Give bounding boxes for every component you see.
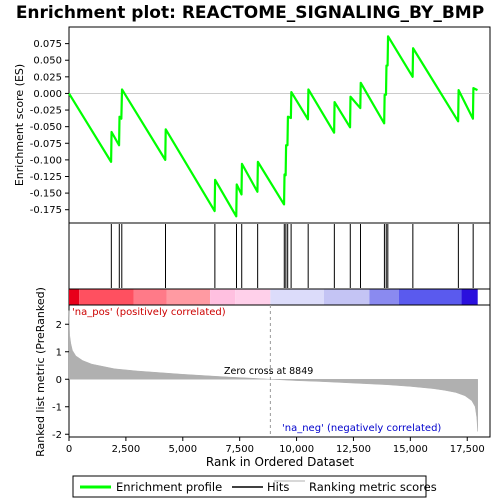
metric-ytick-label: -2 bbox=[52, 430, 62, 441]
x-tick-label: 2,500 bbox=[112, 444, 141, 455]
legend-hits-label: Hits bbox=[267, 480, 289, 494]
negative-zone-label: 'na_neg' (negatively correlated) bbox=[282, 423, 441, 434]
enrichment-profile-line bbox=[68, 35, 478, 218]
x-axis-label: Rank in Ordered Dataset bbox=[206, 455, 354, 469]
x-tick-label: 7,500 bbox=[225, 444, 254, 455]
metric-ytick-label: -1 bbox=[52, 402, 62, 413]
x-tick-label: 0 bbox=[66, 444, 72, 455]
x-tick-label: 12,500 bbox=[336, 444, 371, 455]
axes-layer: 0.075 0.050 0.025 0.000 -0.025 -0.050 -0.075 -0… bbox=[30, 39, 485, 455]
colorbar-segment bbox=[235, 289, 271, 305]
enrichment-layer bbox=[68, 35, 490, 218]
colorbar-segment bbox=[69, 289, 80, 305]
colorbar-layer bbox=[69, 289, 478, 305]
es-ytick-label: -0.175 bbox=[30, 205, 62, 216]
chart-title: Enrichment plot: REACTOME_SIGNALING_BY_B… bbox=[16, 3, 484, 23]
es-ytick-label: 0.050 bbox=[33, 56, 62, 67]
es-axis-label: Enrichment score (ES) bbox=[13, 64, 26, 186]
colorbar-segment bbox=[270, 289, 324, 305]
colorbar-segment bbox=[210, 289, 236, 305]
colorbar-segment bbox=[133, 289, 167, 305]
hits-panel bbox=[68, 222, 491, 290]
colorbar-segment bbox=[398, 289, 462, 305]
es-ytick-label: -0.025 bbox=[30, 106, 62, 117]
es-ytick-label: 0.000 bbox=[33, 89, 62, 100]
x-tick-label: 10,000 bbox=[279, 444, 314, 455]
metric-ytick-label: 1 bbox=[56, 347, 62, 358]
metric-axis-label: Ranked list metric (PreRanked) bbox=[34, 287, 47, 457]
ranked-metric-layer bbox=[68, 305, 478, 437]
positive-zone-label: 'na_pos' (positively correlated) bbox=[72, 307, 226, 318]
colorbar-segment bbox=[323, 289, 370, 305]
legend-enrichment-label: Enrichment profile bbox=[116, 480, 222, 494]
colorbar-segment bbox=[461, 289, 478, 305]
es-ytick-label: 0.075 bbox=[33, 39, 62, 50]
es-ytick-label: -0.050 bbox=[30, 122, 62, 133]
zero-cross-label: Zero cross at 8849 bbox=[224, 366, 313, 377]
es-ytick-label: -0.100 bbox=[30, 155, 62, 166]
metric-ytick-label: 2 bbox=[56, 320, 62, 331]
legend-metric-label: Ranking metric scores bbox=[309, 480, 437, 494]
enrichment-panel bbox=[68, 26, 491, 224]
es-ytick-label: -0.125 bbox=[30, 172, 62, 183]
es-ytick-label: -0.075 bbox=[30, 139, 62, 150]
hits-layer bbox=[110, 224, 474, 288]
colorbar-segment bbox=[79, 289, 134, 305]
x-tick-label: 5,000 bbox=[168, 444, 197, 455]
x-tick-label: 15,000 bbox=[393, 444, 428, 455]
colorbar-segment bbox=[369, 289, 399, 305]
x-tick-label: 17,500 bbox=[450, 444, 485, 455]
metric-ytick-label: 0 bbox=[56, 375, 62, 386]
colorbar-segment bbox=[166, 289, 211, 305]
es-ytick-label: -0.150 bbox=[30, 189, 62, 200]
es-ytick-label: 0.025 bbox=[33, 72, 62, 83]
ranked-metric-area bbox=[68, 310, 478, 432]
